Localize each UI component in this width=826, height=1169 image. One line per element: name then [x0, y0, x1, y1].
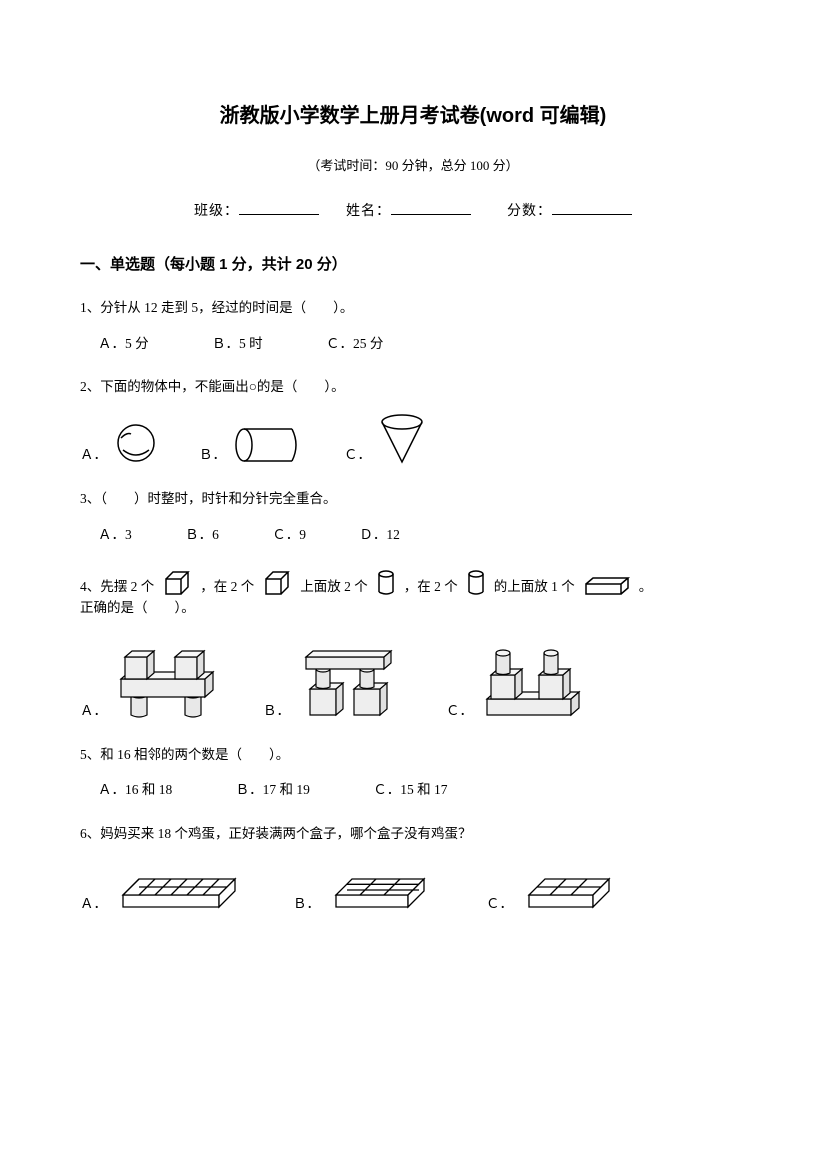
cylinder-h-icon — [232, 424, 304, 466]
q6-opt-c: Ｃ． — [486, 865, 619, 915]
section-1-header: 一、单选题（每小题 1 分，共计 20 分） — [80, 253, 746, 277]
q1-options: Ａ．5 分 Ｂ．5 时 Ｃ．25 分 — [80, 333, 746, 355]
eggbox-6-icon — [519, 865, 619, 915]
cuboid-icon — [583, 575, 631, 597]
q4-p6: 。 — [639, 576, 653, 598]
score-label: 分数： — [507, 204, 552, 219]
q1-text: 1、分针从 12 走到 5，经过的时间是（ ）。 — [80, 297, 746, 319]
q4-opt-b: Ｂ． — [263, 637, 406, 722]
q6-opt-a: Ａ． — [80, 865, 243, 915]
q5-opt-c: Ｃ．15 和 17 — [373, 779, 447, 801]
q1-opt-c: Ｃ．25 分 — [326, 333, 383, 355]
blocks-a-icon — [113, 637, 223, 722]
q4-opt-a: Ａ． — [80, 637, 223, 722]
sphere-icon — [113, 420, 159, 466]
q2-opt-a: Ａ． — [80, 420, 159, 466]
exam-subtitle: （考试时间：90 分钟，总分 100 分） — [80, 156, 746, 177]
exam-title: 浙教版小学数学上册月考试卷(word 可编辑) — [80, 100, 746, 132]
cube-icon — [162, 567, 192, 597]
small-cylinder-icon — [376, 569, 396, 597]
q2-opt-b: Ｂ． — [199, 424, 304, 466]
q2-opt-c: Ｃ． — [344, 412, 427, 466]
q4-a-label: Ａ． — [80, 700, 107, 722]
question-3: 3、（ ）时整时，时针和分针完全重合。 Ａ．3 Ｂ．6 Ｃ．9 Ｄ．12 — [80, 488, 746, 545]
q6-opt-b: Ｂ． — [293, 865, 436, 915]
q3-text: 3、（ ）时整时，时针和分针完全重合。 — [80, 488, 746, 510]
q4-p2: ，在 2 个 — [200, 576, 254, 598]
q6-text: 6、妈妈买来 18 个鸡蛋，正好装满两个盒子，哪个盒子没有鸡蛋？ — [80, 823, 746, 845]
class-label: 班级： — [194, 204, 239, 219]
q3-opt-a: Ａ．3 — [98, 524, 132, 546]
cone-icon — [377, 412, 427, 466]
question-5: 5、和 16 相邻的两个数是（ ）。 Ａ．16 和 18 Ｂ．17 和 19 Ｃ… — [80, 744, 746, 801]
q4-opt-c: Ｃ． — [446, 637, 589, 722]
question-1: 1、分针从 12 走到 5，经过的时间是（ ）。 Ａ．5 分 Ｂ．5 时 Ｃ．2… — [80, 297, 746, 354]
q4-p5: 的上面放 1 个 — [494, 576, 575, 598]
question-6: 6、妈妈买来 18 个鸡蛋，正好装满两个盒子，哪个盒子没有鸡蛋？ Ａ． — [80, 823, 746, 915]
cube-icon — [262, 567, 292, 597]
q5-opt-b: Ｂ．17 和 19 — [236, 779, 310, 801]
q2-b-label: Ｂ． — [199, 444, 226, 466]
question-2: 2、下面的物体中，不能画出○的是（ ）。 Ａ． Ｂ． Ｃ． — [80, 376, 746, 466]
score-blank — [552, 201, 632, 215]
blocks-c-icon — [479, 637, 589, 722]
class-blank — [239, 201, 319, 215]
q4-text-line: 4、先摆 2 个 ，在 2 个 上面放 2 个 ，在 2 个 的上面放 1 个 … — [80, 567, 746, 597]
q1-opt-a: Ａ．5 分 — [98, 333, 149, 355]
eggbox-12-icon — [113, 865, 243, 915]
q6-b-label: Ｂ． — [293, 893, 320, 915]
q2-options: Ａ． Ｂ． Ｃ． — [80, 412, 746, 466]
q4-p4: ，在 2 个 — [404, 576, 458, 598]
q2-c-label: Ｃ． — [344, 444, 371, 466]
blocks-b-icon — [296, 637, 406, 722]
q6-a-label: Ａ． — [80, 893, 107, 915]
q2-text: 2、下面的物体中，不能画出○的是（ ）。 — [80, 376, 746, 398]
q3-options: Ａ．3 Ｂ．6 Ｃ．9 Ｄ．12 — [80, 524, 746, 546]
q4-c-label: Ｃ． — [446, 700, 473, 722]
question-4: 4、先摆 2 个 ，在 2 个 上面放 2 个 ，在 2 个 的上面放 1 个 … — [80, 567, 746, 722]
q4-line2: 正确的是（ ）。 — [80, 597, 746, 619]
q2-a-label: Ａ． — [80, 444, 107, 466]
q6-c-label: Ｃ． — [486, 893, 513, 915]
q4-p3: 上面放 2 个 — [300, 576, 368, 598]
q4-p1: 4、先摆 2 个 — [80, 576, 154, 598]
q3-opt-c: Ｃ．9 — [272, 524, 306, 546]
small-cylinder-icon — [466, 569, 486, 597]
eggbox-9-icon — [326, 865, 436, 915]
q3-opt-b: Ｂ．6 — [185, 524, 219, 546]
q5-options: Ａ．16 和 18 Ｂ．17 和 19 Ｃ．15 和 17 — [80, 779, 746, 801]
q5-opt-a: Ａ．16 和 18 — [98, 779, 172, 801]
name-label: 姓名： — [346, 204, 391, 219]
student-info-row: 班级： 姓名： 分数： — [80, 201, 746, 223]
q6-options: Ａ． Ｂ． — [80, 865, 746, 915]
q4-options: Ａ． — [80, 637, 746, 722]
q4-b-label: Ｂ． — [263, 700, 290, 722]
q5-text: 5、和 16 相邻的两个数是（ ）。 — [80, 744, 746, 766]
q3-opt-d: Ｄ．12 — [359, 524, 400, 546]
q1-opt-b: Ｂ．5 时 — [212, 333, 263, 355]
name-blank — [391, 201, 471, 215]
